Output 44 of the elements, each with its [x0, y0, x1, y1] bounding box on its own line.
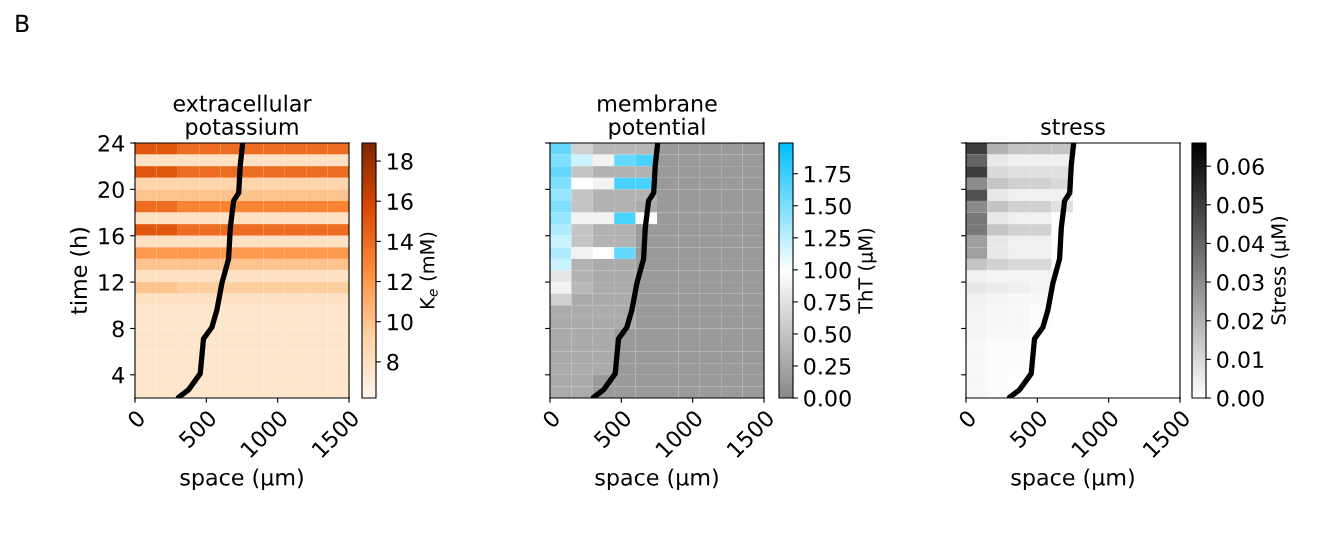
- color-bar-label: 1.25: [805, 229, 851, 247]
- color-bar-label: 0.03: [1217, 274, 1264, 291]
- text: B: [16, 14, 29, 32]
- y-tick-label: 8: [112, 320, 124, 338]
- color-bar-label: 10: [388, 313, 413, 331]
- y-tick-label: 12: [99, 274, 124, 291]
- x-tick-label: 500: [177, 409, 218, 449]
- color-bar-label: 14: [388, 233, 413, 250]
- color-bar-label: 0.75: [804, 293, 851, 311]
- y-tick-label: 20: [98, 181, 124, 199]
- color-bar-label: 0.00: [1217, 389, 1264, 407]
- x-tick-label: 500: [592, 409, 633, 449]
- color-bar-label: 0.02: [1217, 312, 1263, 330]
- x-axis-title: space (µm): [180, 468, 303, 490]
- color-bar-title: K$_{e}$ (mM): [419, 232, 438, 309]
- x-tick-label: 0: [957, 409, 978, 429]
- color-bar-label: 8: [387, 353, 399, 371]
- chart-title: stress: [1041, 119, 1105, 135]
- color-bar-label: 0.00: [804, 389, 851, 407]
- y-tick-label: 16: [99, 227, 124, 245]
- y-tick-label: 4: [112, 367, 125, 384]
- x-tick-label: 0: [126, 409, 147, 429]
- x-axis-title: space (µm): [595, 468, 718, 490]
- color-bar-label: 12: [388, 273, 412, 290]
- y-axis-title: time (h): [69, 228, 90, 315]
- color-bar-label: 0.50: [804, 325, 851, 343]
- color-bar-label: 0.05: [1217, 196, 1264, 214]
- chart-title: extracellular potassium: [173, 94, 312, 140]
- x-tick-label: 0: [541, 409, 562, 429]
- color-bar-label: 0.04: [1217, 235, 1264, 253]
- chart-title: membrane potential: [598, 94, 717, 140]
- color-bar-label: 0.01: [1217, 351, 1264, 369]
- color-bar-label: 18: [388, 153, 413, 170]
- color-bar-title: Stress (μM): [1270, 217, 1290, 325]
- color-bar-label: 0.25: [804, 357, 851, 375]
- color-bar-title: ThT (μM): [857, 228, 877, 314]
- y-tick-label: 24: [98, 134, 125, 152]
- color-bar-label: 1.00: [805, 261, 851, 279]
- color-bar-label: 16: [388, 193, 413, 210]
- color-bar-label: 1.75: [805, 166, 851, 183]
- color-bar-label: 0.06: [1217, 158, 1264, 175]
- color-bar-label: 1.50: [805, 197, 851, 215]
- x-axis-title: space (µm): [1011, 468, 1134, 490]
- x-tick-label: 500: [1008, 409, 1049, 449]
